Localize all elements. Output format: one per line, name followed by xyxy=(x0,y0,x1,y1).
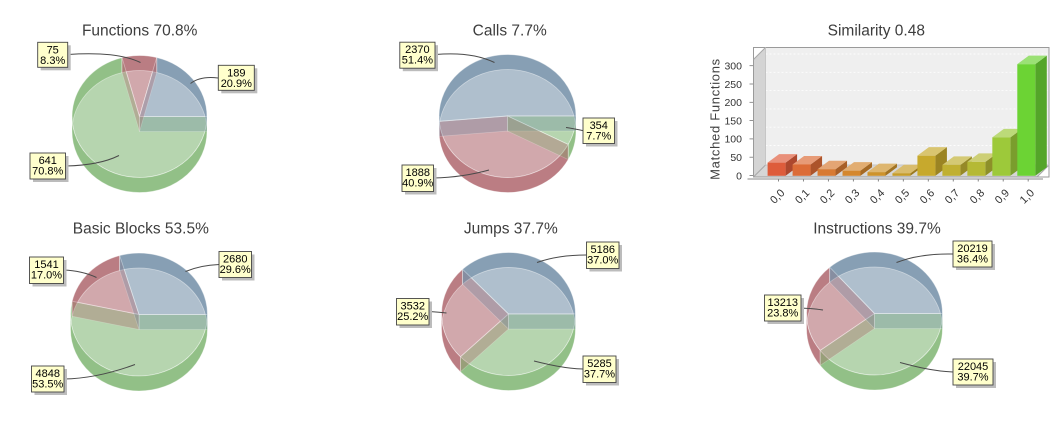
svg-text:Instructions 39.7%: Instructions 39.7% xyxy=(813,221,941,238)
svg-text:5285: 5285 xyxy=(587,358,611,370)
svg-text:75: 75 xyxy=(47,44,59,56)
svg-text:70.8%: 70.8% xyxy=(32,166,63,178)
svg-text:200: 200 xyxy=(724,97,742,109)
svg-text:354: 354 xyxy=(590,120,608,132)
svg-text:51.4%: 51.4% xyxy=(402,55,433,67)
svg-text:53.5%: 53.5% xyxy=(32,379,63,391)
svg-text:29.6%: 29.6% xyxy=(220,264,251,276)
svg-text:Basic Blocks 53.5%: Basic Blocks 53.5% xyxy=(73,221,209,238)
svg-text:17.0%: 17.0% xyxy=(31,270,62,282)
svg-text:20.9%: 20.9% xyxy=(221,78,252,90)
svg-text:23.8%: 23.8% xyxy=(767,308,798,320)
svg-text:3532: 3532 xyxy=(401,301,425,313)
svg-text:150: 150 xyxy=(724,115,742,127)
svg-text:1541: 1541 xyxy=(34,259,58,271)
svg-text:4848: 4848 xyxy=(36,368,60,380)
svg-text:39.7%: 39.7% xyxy=(957,372,988,384)
svg-text:Functions 70.8%: Functions 70.8% xyxy=(82,23,198,40)
svg-text:37.7%: 37.7% xyxy=(584,369,615,381)
svg-text:189: 189 xyxy=(227,67,245,79)
svg-text:300: 300 xyxy=(724,61,742,73)
svg-text:40.9%: 40.9% xyxy=(402,178,433,190)
svg-text:7.7%: 7.7% xyxy=(586,131,611,143)
svg-text:Similarity 0.48: Similarity 0.48 xyxy=(828,23,925,40)
svg-text:100: 100 xyxy=(724,134,742,146)
svg-text:2680: 2680 xyxy=(223,254,247,266)
svg-text:50: 50 xyxy=(730,152,742,164)
svg-text:Calls 7.7%: Calls 7.7% xyxy=(473,23,547,40)
svg-text:Matched Functions: Matched Functions xyxy=(708,58,723,180)
svg-text:36.4%: 36.4% xyxy=(957,254,988,266)
svg-text:1888: 1888 xyxy=(406,167,430,179)
svg-text:5186: 5186 xyxy=(591,244,615,256)
svg-text:25.2%: 25.2% xyxy=(397,311,428,323)
svg-text:22045: 22045 xyxy=(958,361,989,373)
svg-text:20219: 20219 xyxy=(957,243,988,255)
svg-text:0: 0 xyxy=(736,170,742,182)
svg-text:13213: 13213 xyxy=(767,297,798,309)
svg-text:641: 641 xyxy=(39,155,57,167)
svg-text:2370: 2370 xyxy=(405,44,429,56)
svg-text:37.0%: 37.0% xyxy=(587,255,618,267)
svg-text:8.3%: 8.3% xyxy=(40,55,65,67)
svg-text:Jumps 37.7%: Jumps 37.7% xyxy=(464,221,558,238)
svg-text:250: 250 xyxy=(724,79,742,91)
